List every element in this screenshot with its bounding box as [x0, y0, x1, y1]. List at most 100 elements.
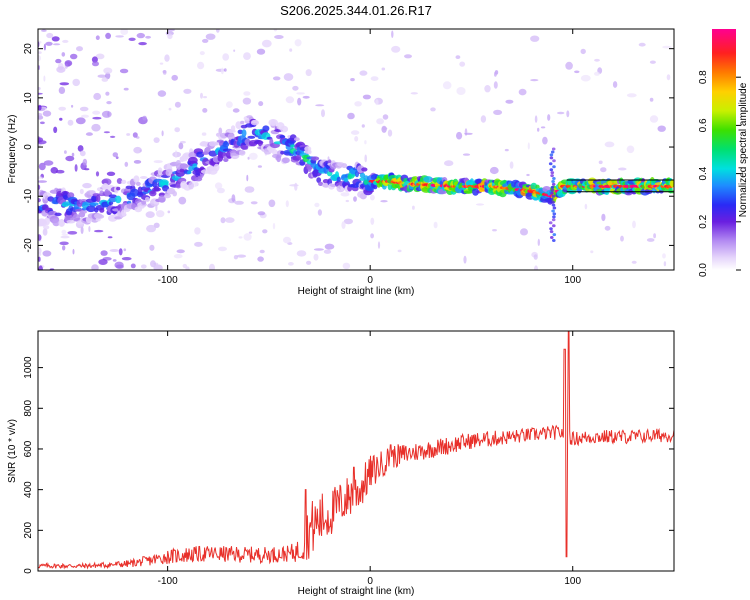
noise-blob	[202, 38, 209, 43]
noise-blob	[43, 75, 46, 82]
noise-blob	[285, 200, 289, 208]
noise-blob	[52, 43, 61, 46]
noise-blob	[584, 203, 588, 210]
noise-blob	[38, 140, 47, 145]
noise-blob	[112, 152, 119, 158]
noise-blob	[387, 129, 393, 137]
noise-blob	[142, 115, 147, 121]
noise-blob	[38, 162, 46, 171]
colorbar-tick-label: 0.4	[698, 166, 709, 180]
noise-blob	[156, 210, 165, 218]
noise-blob	[404, 54, 412, 59]
noise-blob	[123, 248, 127, 252]
ridge-blob	[175, 183, 182, 189]
noise-blob	[484, 85, 491, 93]
noise-blob	[412, 205, 415, 210]
noise-blob	[475, 203, 485, 206]
noise-blob	[161, 130, 164, 137]
noise-blob	[38, 55, 41, 62]
noise-blob	[382, 114, 389, 120]
noise-blob	[79, 147, 84, 151]
noise-blob	[74, 164, 78, 172]
noise-blob	[101, 110, 112, 118]
noise-blob	[79, 106, 89, 112]
noise-blob	[80, 226, 84, 235]
noise-blob	[243, 91, 251, 96]
spike-blob	[550, 185, 555, 189]
noise-blob	[41, 29, 47, 32]
spike-blob	[550, 236, 554, 239]
ridge-blob	[139, 176, 148, 179]
spike-blob	[548, 221, 553, 225]
ridge-blob	[311, 156, 320, 161]
noise-blob	[347, 112, 355, 120]
noise-blob	[246, 174, 249, 182]
noise-blob	[59, 241, 69, 246]
noise-blob	[67, 119, 74, 126]
ridge-blob	[108, 201, 114, 205]
noise-blob	[182, 263, 187, 269]
ridge-blob	[361, 167, 368, 172]
x-tick-label: -100	[158, 576, 178, 587]
noise-blob	[85, 132, 93, 136]
noise-blob	[153, 160, 163, 164]
noise-blob	[590, 250, 594, 254]
noise-blob	[542, 136, 548, 145]
noise-blob	[233, 49, 236, 52]
noise-blob	[72, 248, 75, 255]
noise-blob	[91, 123, 101, 132]
noise-blob	[537, 127, 540, 132]
ridge-blob	[530, 182, 538, 191]
noise-blob	[296, 250, 307, 257]
spike-blob	[550, 171, 555, 175]
noise-blob	[118, 248, 123, 256]
ridge-blob	[149, 190, 157, 197]
noise-blob	[38, 51, 42, 54]
noise-blob	[220, 217, 226, 224]
noise-blob	[232, 108, 240, 113]
noise-blob	[342, 262, 351, 270]
noise-blob	[294, 39, 302, 47]
noise-blob	[107, 236, 113, 239]
noise-blob	[225, 217, 235, 223]
noise-blob	[359, 70, 368, 76]
noise-blob	[244, 186, 255, 193]
noise-blob	[649, 97, 654, 102]
ridge-blob	[281, 157, 290, 164]
noise-blob	[317, 209, 322, 216]
noise-blob	[456, 131, 463, 140]
snr-x-ticks: -100 0 100	[158, 331, 582, 587]
noise-blob	[236, 254, 247, 258]
ridge-blob	[80, 210, 87, 214]
ridge-blob	[114, 216, 123, 220]
ridge-blob	[240, 120, 245, 125]
noise-blob	[250, 201, 258, 205]
noise-blob	[370, 194, 375, 201]
noise-blob	[138, 42, 147, 46]
noise-blob	[364, 154, 368, 163]
spike-blob	[550, 188, 555, 192]
y-tick-label: 20	[23, 43, 34, 55]
ridge-blob	[188, 156, 198, 164]
noise-blob	[133, 160, 142, 164]
noise-blob	[530, 79, 539, 82]
noise-blob	[444, 160, 454, 167]
noise-blob	[76, 46, 83, 52]
noise-blob	[157, 90, 167, 97]
ridge-blob	[241, 129, 247, 138]
noise-blob	[103, 131, 110, 134]
noise-blob	[354, 136, 359, 142]
snr-series-line	[38, 331, 674, 570]
noise-blob	[194, 241, 203, 247]
noise-blob	[202, 108, 208, 113]
ridge-blob	[238, 150, 246, 156]
noise-blob	[95, 35, 100, 40]
ridge-blob	[59, 219, 65, 227]
spike-blob	[551, 182, 556, 186]
noise-blob	[256, 48, 266, 55]
noise-blob	[321, 109, 325, 118]
noise-blob	[168, 107, 172, 111]
noise-blob	[71, 104, 74, 108]
noise-blob	[533, 254, 538, 260]
ridge-blob	[280, 150, 285, 155]
